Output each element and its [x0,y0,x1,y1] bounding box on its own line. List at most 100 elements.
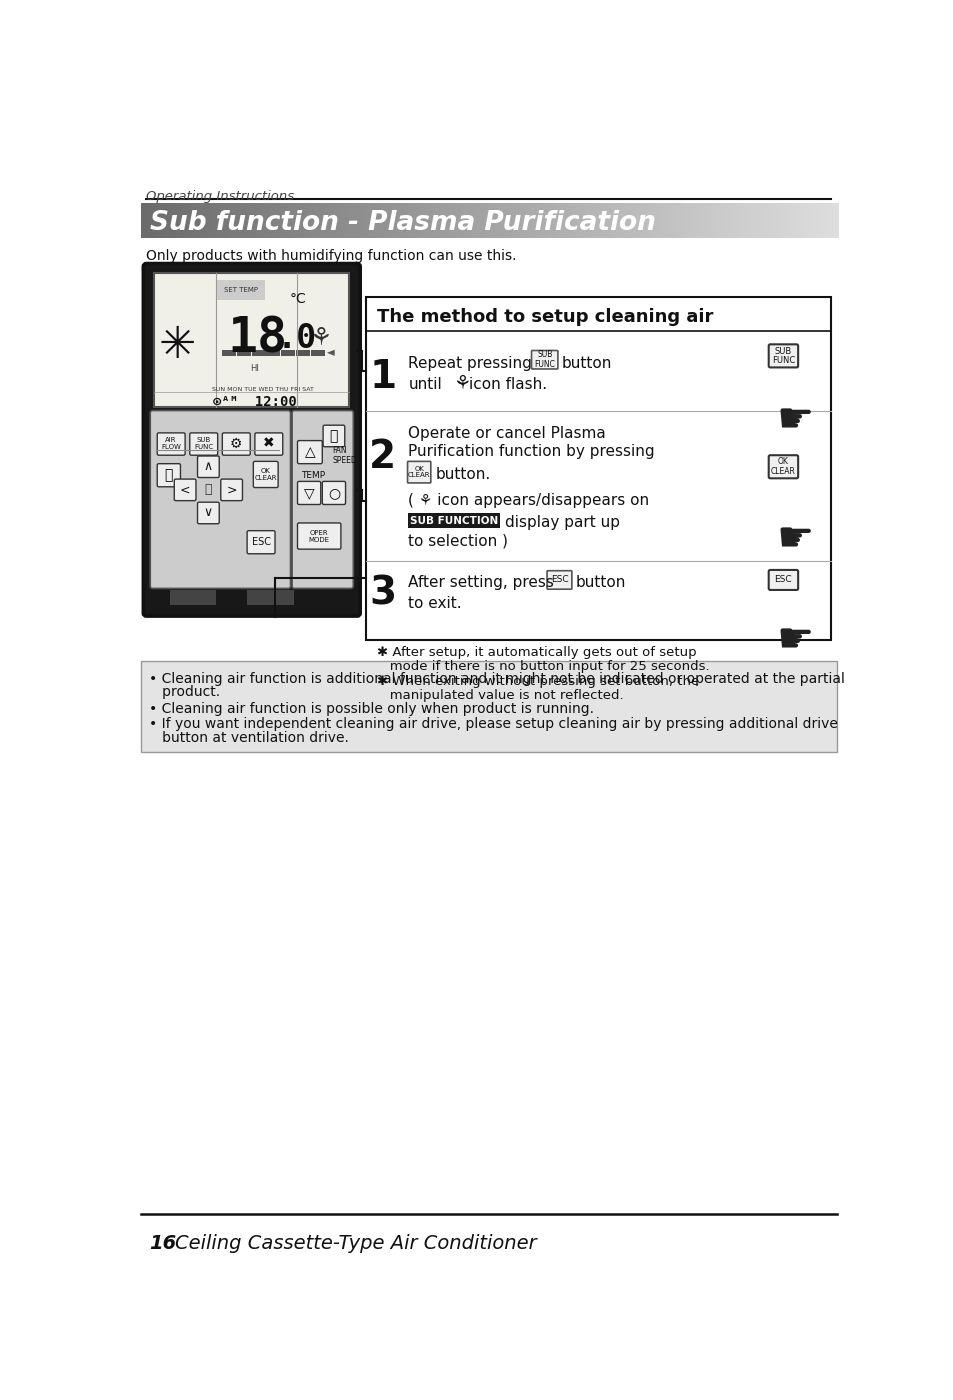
FancyBboxPatch shape [220,479,242,501]
Bar [652,203,658,238]
Text: ∧: ∧ [204,461,213,473]
Bar [710,203,716,238]
Text: ⓘ: ⓘ [204,483,212,497]
Text: Ceiling Cassette-Type Air Conditioner: Ceiling Cassette-Type Air Conditioner [174,1235,537,1253]
Bar [669,203,676,238]
FancyBboxPatch shape [197,503,219,524]
Bar [355,203,362,238]
Bar [297,203,304,238]
Bar [338,203,344,238]
Text: • Cleaning air function is additional function and it might not be indicated or : • Cleaning air function is additional fu… [149,672,843,686]
Bar [750,203,757,238]
Bar [821,203,826,238]
Bar [170,203,176,238]
Bar [419,203,426,238]
FancyBboxPatch shape [222,433,250,455]
Bar [460,203,466,238]
Bar [599,203,606,238]
Text: ☛: ☛ [776,518,813,560]
FancyBboxPatch shape [292,410,353,588]
Text: ESC: ESC [252,538,271,547]
Text: After setting, press: After setting, press [408,575,554,591]
Bar [571,203,577,238]
Bar [367,203,374,238]
Bar [622,203,629,238]
Text: TEMP: TEMP [300,470,324,480]
FancyBboxPatch shape [297,441,322,463]
Text: °C: °C [290,293,306,307]
Text: 1: 1 [369,357,395,396]
Text: • Cleaning air function is possible only when product is running.: • Cleaning air function is possible only… [149,701,593,715]
FancyBboxPatch shape [150,410,291,588]
Bar [350,203,356,238]
FancyBboxPatch shape [531,350,558,370]
Text: button: button [561,356,612,371]
FancyBboxPatch shape [247,531,274,554]
FancyBboxPatch shape [297,524,340,549]
Bar [680,203,687,238]
Bar [303,203,310,238]
Text: Operating Instructions: Operating Instructions [146,189,294,203]
Bar [808,203,815,238]
Text: Sub function - Plasma Purification: Sub function - Plasma Purification [150,210,656,235]
FancyBboxPatch shape [768,344,798,367]
FancyBboxPatch shape [768,570,798,589]
Text: Operate or cancel Plasma: Operate or cancel Plasma [408,426,605,441]
Text: button.: button. [435,466,490,482]
Bar [245,203,252,238]
Bar [693,203,699,238]
Text: ∨: ∨ [204,507,213,519]
Bar [292,203,298,238]
Bar [373,203,379,238]
Bar [281,350,294,356]
Text: ESC: ESC [774,575,791,584]
Text: SET TEMP: SET TEMP [224,287,257,293]
Bar [466,203,472,238]
Bar [536,203,542,238]
Text: ⚙: ⚙ [230,437,242,451]
Text: The method to setup cleaning air: The method to setup cleaning air [377,308,713,326]
Text: ☛: ☛ [776,400,813,442]
Bar [791,203,798,238]
Text: OK
CLEAR: OK CLEAR [770,458,795,476]
Text: SUB
FUNC: SUB FUNC [194,437,213,449]
Bar [541,203,548,238]
Bar [295,350,310,356]
Bar [565,203,571,238]
Bar [436,203,443,238]
Bar [489,203,496,238]
Bar [280,203,286,238]
Bar [391,203,396,238]
Bar [500,203,507,238]
Bar [402,203,408,238]
Text: ⚘: ⚘ [309,326,332,350]
Text: mode if there is no button input for 25 seconds.: mode if there is no button input for 25 … [377,659,709,673]
FancyBboxPatch shape [253,462,278,487]
Bar [558,203,565,238]
Bar [721,203,728,238]
Bar [321,203,327,238]
Bar [385,203,391,238]
Bar [553,203,559,238]
FancyBboxPatch shape [157,463,180,487]
Bar [802,203,809,238]
Text: ○: ○ [328,486,339,500]
Text: <: < [180,483,191,497]
Bar [269,203,274,238]
Text: ▽: ▽ [303,486,314,500]
Text: HI: HI [251,364,259,372]
Bar [239,203,246,238]
FancyBboxPatch shape [157,433,185,455]
Bar [495,203,501,238]
Text: SUB
FUNC: SUB FUNC [771,347,794,365]
Bar [164,203,171,238]
Bar [333,203,338,238]
Bar [577,203,582,238]
Text: ( ⚘ icon appears/disappears on: ( ⚘ icon appears/disappears on [408,493,649,508]
Text: until: until [408,378,441,392]
Bar [181,203,188,238]
Text: Repeat pressing: Repeat pressing [408,356,532,371]
Text: Only products with humidifying function can use this.: Only products with humidifying function … [146,249,517,263]
Bar [252,350,266,356]
Bar [147,203,152,238]
